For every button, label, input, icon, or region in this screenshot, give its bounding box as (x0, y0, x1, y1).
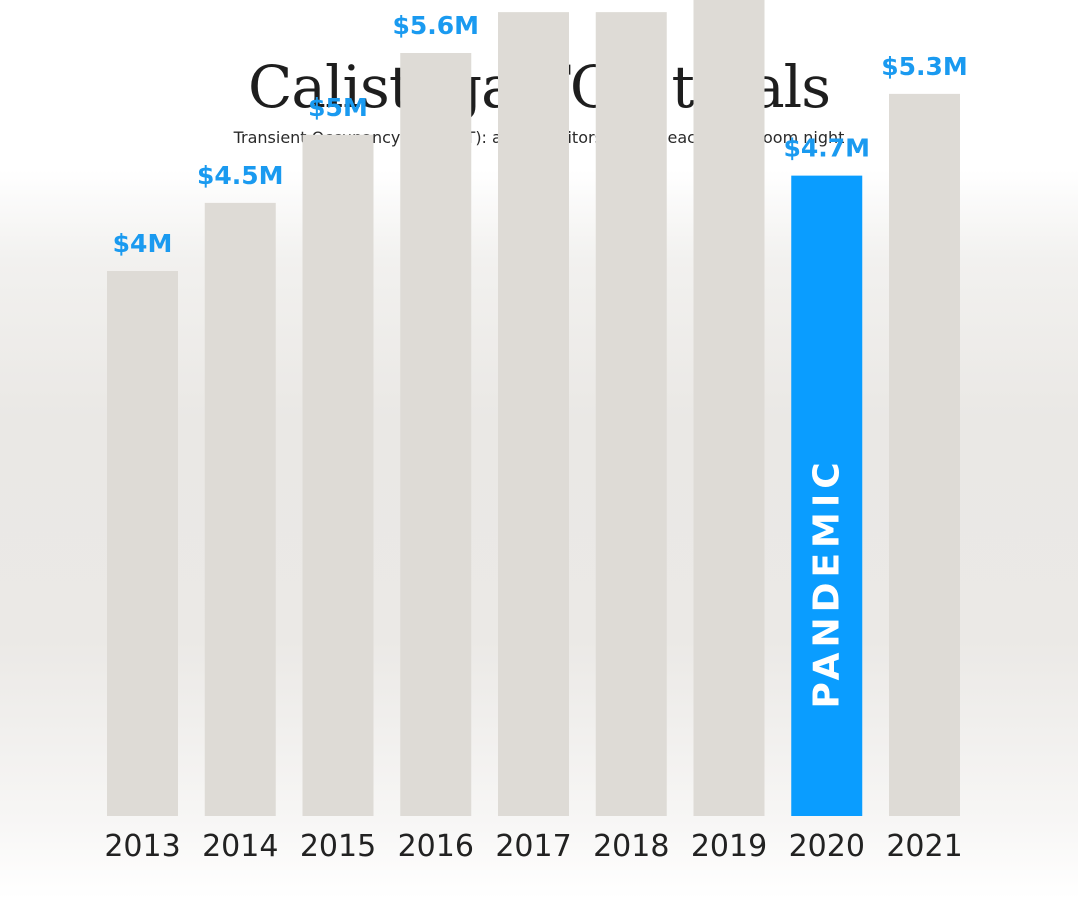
year-label-2019: 2019 (691, 829, 767, 864)
bar-2017 (498, 12, 569, 816)
year-label-2015: 2015 (300, 829, 376, 864)
bar-2018 (595, 12, 667, 816)
year-label-2013: 2013 (104, 829, 180, 864)
value-label-2015: $5M (308, 93, 368, 122)
bar-2013 (107, 271, 178, 816)
value-label-2016: $5.6M (392, 11, 479, 40)
pandemic-annotation: PANDEMIC (807, 457, 848, 708)
value-label-2021: $5.3M (881, 52, 968, 81)
value-label-2014: $4.5M (197, 161, 284, 190)
year-label-2018: 2018 (593, 829, 669, 864)
value-label-2020: $4.7M (783, 134, 870, 163)
year-label-2021: 2021 (886, 829, 962, 864)
year-label-2016: 2016 (398, 829, 474, 864)
year-label-2020: 2020 (789, 829, 865, 864)
bar-2020 (791, 175, 863, 816)
bar-2016 (400, 53, 472, 816)
bar-2019 (693, 0, 765, 816)
year-label-2014: 2014 (202, 829, 278, 864)
bar-2015 (302, 134, 374, 816)
value-label-2013: $4M (113, 229, 173, 258)
bar-2021 (889, 93, 960, 816)
bar-2014 (204, 202, 276, 816)
year-label-2017: 2017 (495, 829, 571, 864)
